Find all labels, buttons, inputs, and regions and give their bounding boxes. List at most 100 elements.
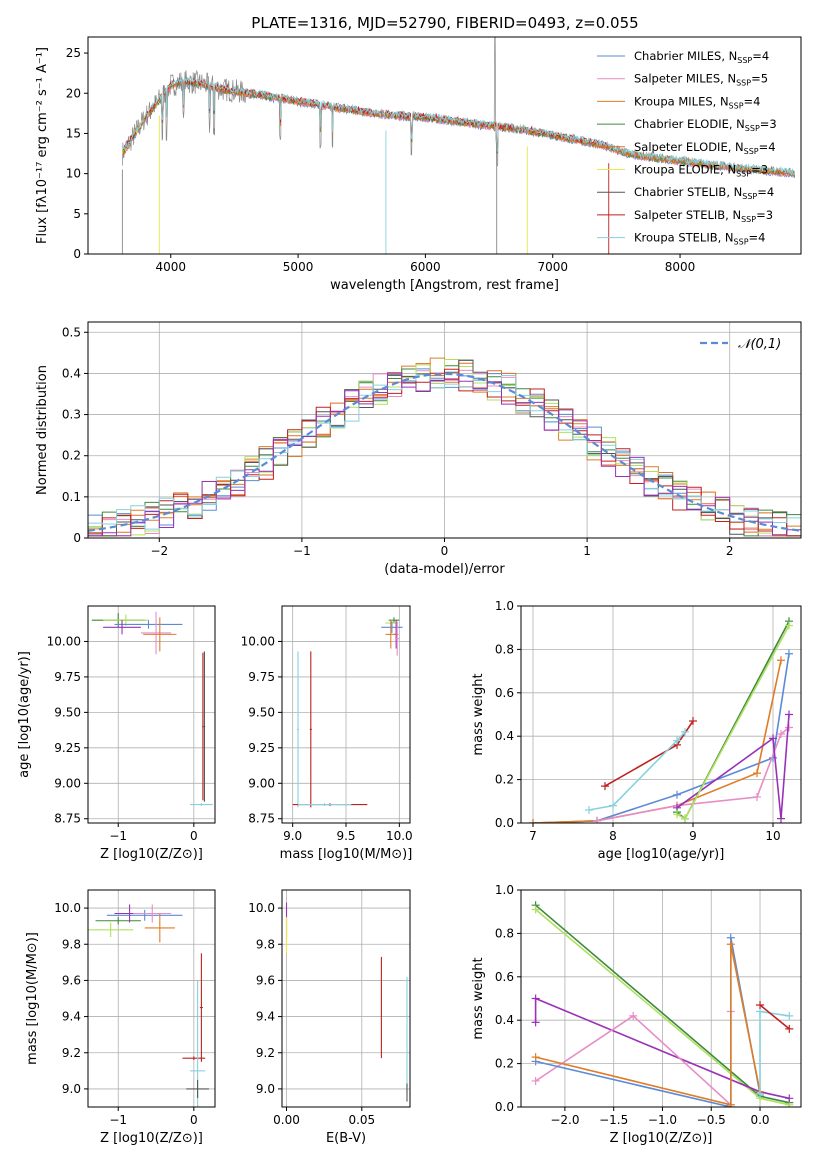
data-point — [395, 621, 400, 656]
plot-area — [531, 901, 794, 1107]
axes-border — [520, 605, 802, 824]
data-point — [95, 917, 141, 925]
y-axis-label: mass weight — [471, 673, 486, 755]
y-tick-label: 0.1 — [62, 490, 81, 504]
y-tick-label: 9.4 — [62, 1010, 81, 1024]
axes-frame: 7 8 9 10 0.0 0.2 0.4 0.6 0.8 1.0 age [log10(age/yr… — [471, 599, 802, 862]
data-point — [114, 620, 183, 629]
y-tick-label: 9.2 — [62, 1046, 81, 1060]
y-tick-label: 9.50 — [248, 705, 275, 719]
x-tick-label: 0 — [190, 1113, 198, 1127]
histogram-step — [88, 372, 801, 537]
weight-line — [588, 731, 686, 811]
x-tick-label: 10.0 — [386, 829, 413, 843]
legend-label: Chabrier ELODIE, NSSP=3 — [634, 117, 777, 133]
weight-marker — [753, 769, 761, 778]
legend-label: 𝒩(0,1) — [738, 337, 781, 352]
plot-area — [88, 357, 801, 537]
y-tick-label: 1.0 — [495, 883, 514, 897]
weight-marker — [673, 810, 681, 819]
chart-mass_vs_ebv: 0.00 0.05 9.0 9.2 9.4 9.6 9.8 10.0 E(B-V) — [248, 889, 411, 1146]
data-point — [103, 620, 141, 635]
spectrum-model-line — [122, 77, 795, 176]
x-tick-label: 0.05 — [348, 1113, 375, 1127]
weight-marker — [785, 649, 793, 658]
figure-title: PLATE=1316, MJD=52790, FIBERID=0493, z=0… — [251, 14, 638, 32]
legend-label: Salpeter STELIB, NSSP=3 — [634, 208, 773, 224]
y-tick-label: 0 — [73, 247, 81, 261]
data-point — [186, 1079, 209, 1098]
y-tick-label: 0.0 — [495, 816, 514, 830]
weight-marker — [785, 710, 793, 719]
x-tick-label: 8 — [609, 829, 617, 843]
y-tick-label: 0.4 — [495, 729, 514, 743]
weight-marker — [785, 621, 793, 630]
y-axis-label: mass weight — [471, 957, 486, 1039]
spectrum-data-line — [122, 37, 795, 179]
y-tick-label: 9.75 — [248, 670, 275, 684]
data-point — [133, 904, 172, 923]
plot-area — [529, 617, 793, 823]
histogram-step — [88, 374, 801, 530]
x-tick-label: −1 — [109, 829, 127, 843]
weight-marker — [726, 940, 735, 949]
y-tick-label: 5 — [73, 207, 81, 221]
y-tick-label: 0.6 — [495, 970, 514, 984]
x-tick-label: 4000 — [155, 260, 186, 274]
x-tick-label: −2.0 — [550, 1113, 579, 1127]
x-tick-label: 9 — [689, 829, 697, 843]
weight-marker — [673, 736, 681, 745]
y-tick-label: 0.2 — [495, 773, 514, 787]
weight-marker — [531, 1076, 540, 1085]
weight-marker — [673, 790, 681, 799]
data-point — [385, 620, 397, 649]
weight-marker — [777, 656, 785, 665]
weight-marker — [777, 814, 785, 823]
y-tick-label: 0.0 — [495, 1100, 514, 1114]
weight-line — [604, 720, 694, 787]
data-point — [202, 652, 204, 801]
data-point — [106, 909, 183, 921]
x-tick-label: 0 — [441, 544, 449, 558]
plot-area — [285, 902, 408, 1102]
x-tick-label: −2 — [150, 544, 168, 558]
x-tick-label: 2 — [726, 544, 734, 558]
x-tick-label: 10 — [765, 829, 780, 843]
y-tick-label: 0.2 — [62, 449, 81, 463]
weight-marker — [531, 1053, 540, 1062]
y-tick-label: 0.8 — [495, 642, 514, 656]
normal-reference-curve — [88, 372, 801, 532]
y-tick-label: 9.25 — [54, 741, 81, 755]
axes-border — [87, 889, 216, 1108]
y-tick-label: 10.00 — [47, 634, 81, 648]
data-point — [190, 980, 206, 1107]
legend-label: Salpeter ELODIE, NSSP=4 — [634, 140, 776, 156]
x-tick-label: −0.5 — [697, 1113, 726, 1127]
weight-marker — [601, 782, 609, 791]
data-point — [296, 651, 300, 808]
x-tick-label: 7000 — [537, 260, 568, 274]
histogram-step — [88, 368, 801, 537]
x-tick-label: 5000 — [283, 260, 314, 274]
weight-marker — [529, 819, 537, 823]
weight-line — [676, 714, 790, 819]
charts-group: 4000 5000 6000 7000 80000510152025wavelength… — [17, 36, 802, 1146]
y-tick-label: 9.4 — [256, 1010, 275, 1024]
legend-label: Chabrier MILES, NSSP=4 — [634, 49, 769, 65]
y-tick-label: 9.8 — [256, 937, 275, 951]
legend-label: Kroupa STELIB, NSSP=4 — [634, 231, 765, 247]
x-tick-label: 6000 — [410, 260, 441, 274]
axes-frame: −2 −1 0 1 2 0 0.1 0.2 0.3 0.4 0.5 (data-model)/erro… — [35, 321, 802, 577]
y-tick-label: 9.00 — [54, 776, 81, 790]
axes-frame: −1 0 8.75 9.00 9.25 9.50 9.75 10.00 Z [log10(Z/Z… — [17, 605, 216, 862]
y-tick-label: 0.6 — [495, 686, 514, 700]
y-axis-label: mass [log10(M/M⊙)] — [25, 932, 40, 1065]
y-tick-label: 9.0 — [256, 1082, 275, 1096]
y-tick-label: 0.3 — [62, 408, 81, 422]
chart-age_vs_mass: 9.0 9.5 10.0 8.75 9.00 9.25 9.50 9.75 10.00 mass … — [241, 605, 413, 862]
plot-area — [292, 617, 403, 808]
weight-marker — [609, 801, 617, 810]
x-tick-label: 8000 — [665, 260, 696, 274]
weight-marker — [585, 805, 593, 814]
y-tick-label: 0.5 — [62, 325, 81, 339]
